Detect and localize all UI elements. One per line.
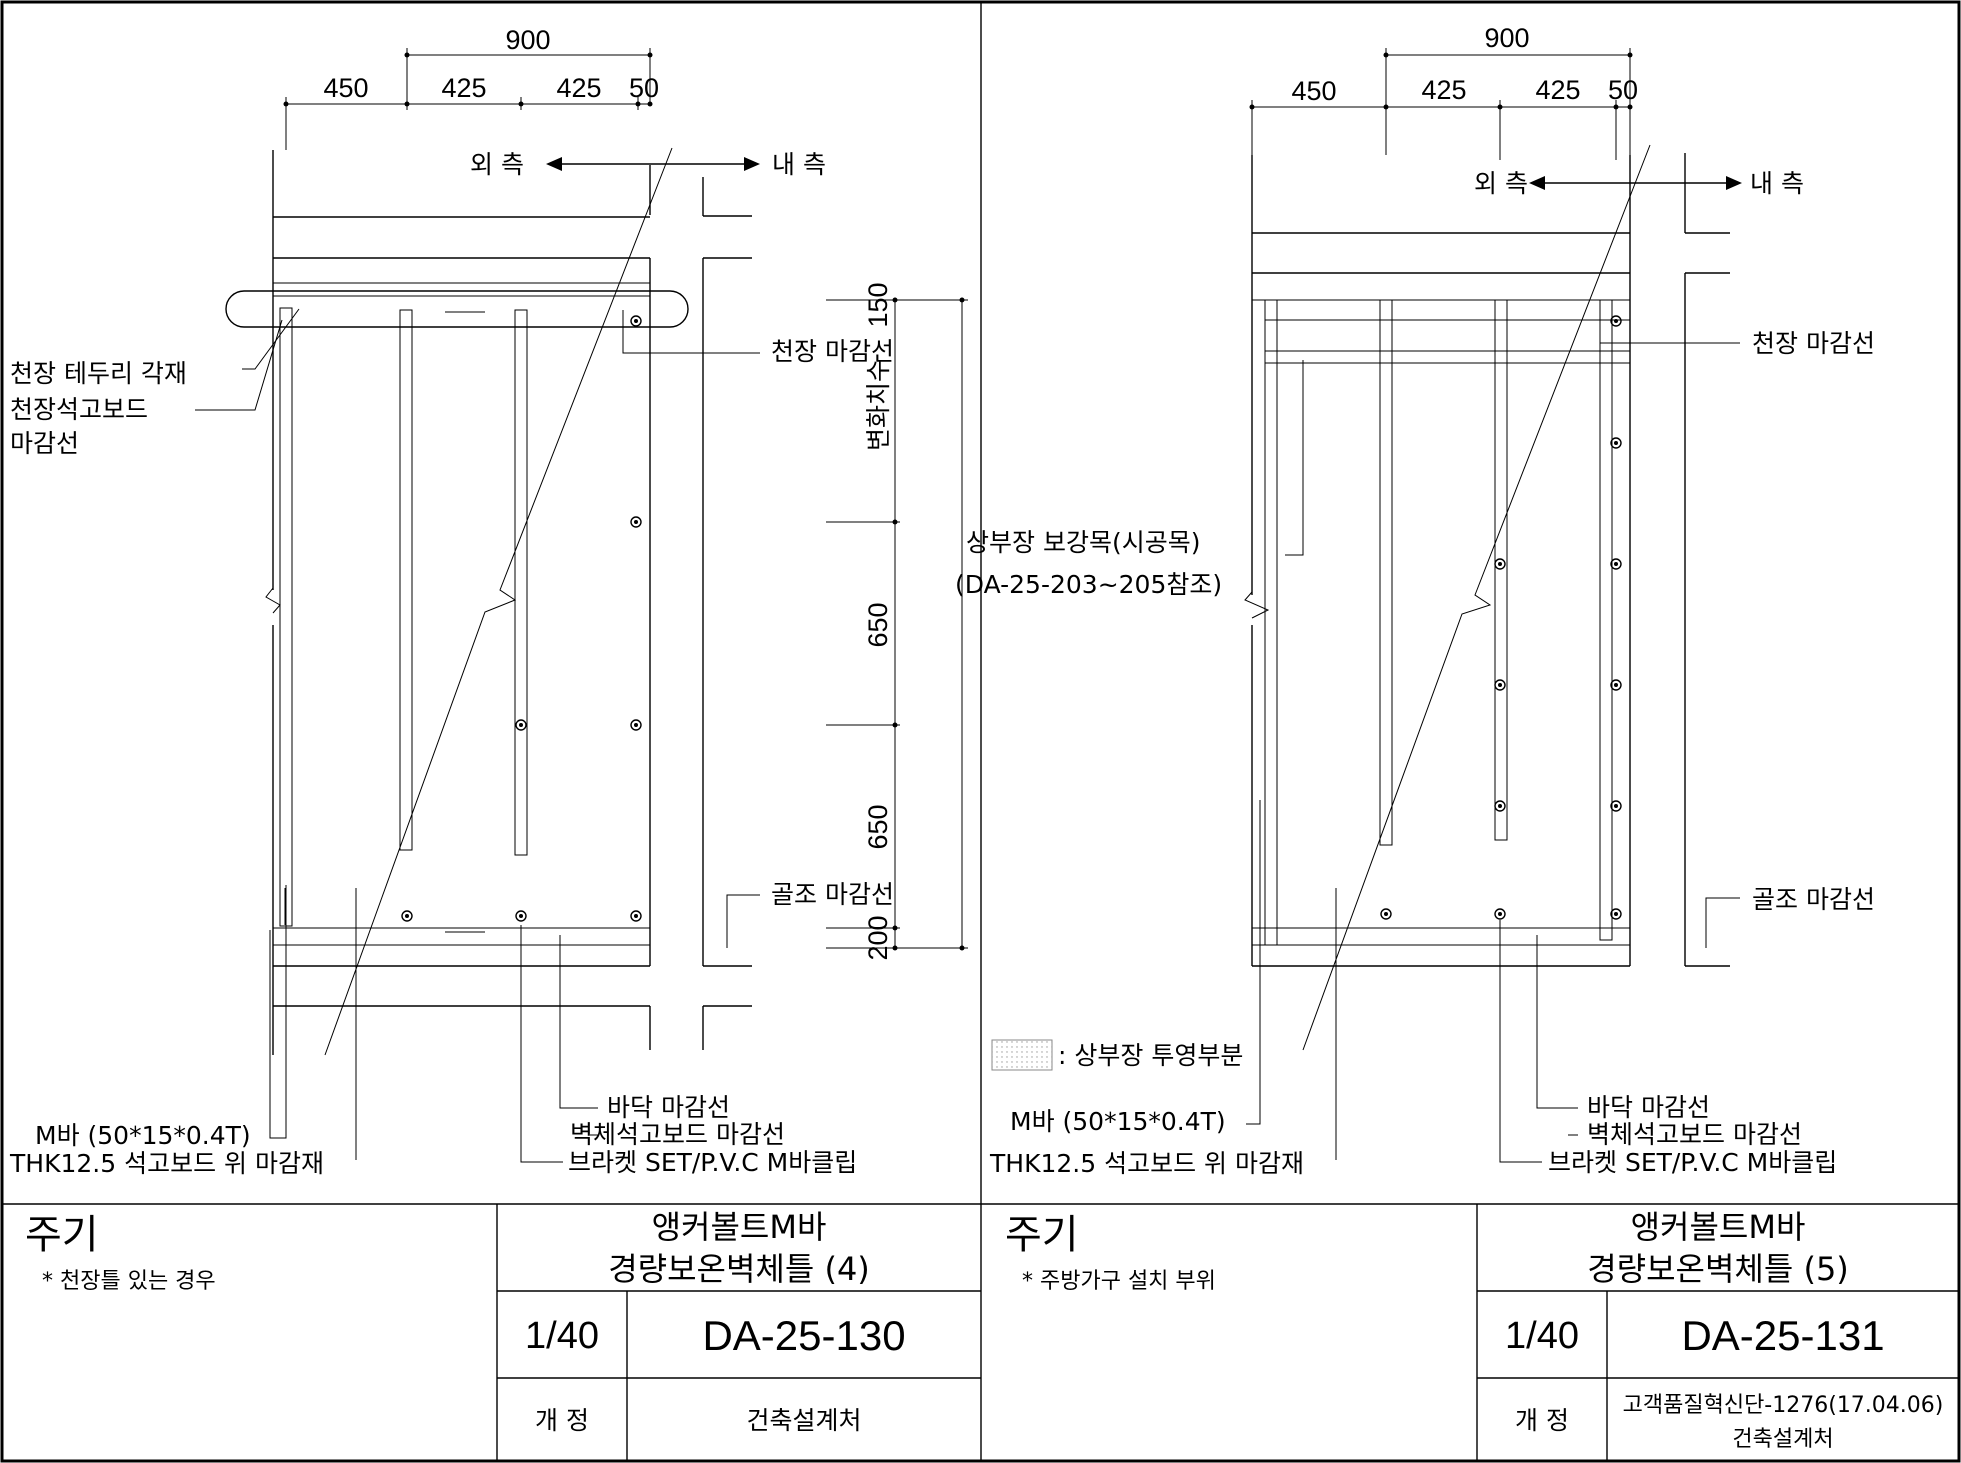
revision-value: 건축설계처 [746, 1406, 861, 1435]
dim-50: 50 [629, 73, 659, 103]
arrow-left-icon [1529, 176, 1545, 190]
drawing-title-line1: 앵커볼트M바 [652, 1208, 827, 1246]
scale-value: 1/40 [525, 1315, 599, 1357]
arrow-left-icon [546, 157, 562, 171]
wall-structure [225, 147, 752, 1056]
wall-structure [1244, 144, 1730, 1051]
label-outer: 외 측 [470, 150, 524, 179]
label-reinforce-2: (DA-25-203~205참조) [955, 570, 1222, 599]
label-bracket: 브라켓 SET/P.V.C M바클립 [568, 1148, 857, 1177]
revision-value-2: 건축설계처 [1732, 1427, 1833, 1452]
label-reinforce-1: 상부장 보강목(시공목) [966, 528, 1200, 557]
dim-425b: 425 [1535, 75, 1580, 105]
anchor-bolts [1380, 315, 1622, 920]
label-ceiling-finish: 천장 마감선 [771, 337, 894, 366]
dim-450: 450 [323, 73, 368, 103]
label-outer: 외 측 [1474, 169, 1528, 198]
top-dimensions: 900 450 425 425 50 [283, 25, 659, 150]
label-inner: 내 측 [1750, 169, 1804, 198]
note-text: * 주방가구 설치 부위 [1022, 1269, 1216, 1294]
dim-425a: 425 [441, 73, 486, 103]
label-skirting: 골조 마감선 [771, 880, 894, 909]
top-dimensions: 900 450 425 425 50 [1249, 23, 1638, 160]
label-floor: 바닥 마감선 [1587, 1093, 1710, 1122]
label-ceiling-finish: 천장 마감선 [1752, 329, 1875, 358]
revision-value: 고객품질혁신단-1276(17.04.06) [1623, 1393, 1944, 1418]
leader-labels: 천장 마감선 천장 테두리 각재 천장석고보드 마감선 골조 마감선 바닥 마감… [9, 308, 894, 1178]
side-dim-150: 150 [863, 282, 893, 327]
scale-value: 1/40 [1505, 1315, 1579, 1357]
label-inner: 내 측 [772, 150, 826, 179]
revision-label: 개 정 [535, 1406, 589, 1435]
label-bracket: 브라켓 SET/P.V.C M바클립 [1548, 1148, 1837, 1177]
dim-900: 900 [505, 25, 550, 55]
side-dim-200: 200 [863, 915, 893, 960]
drawing-title-line2: 경량보온벽체틀 (4) [608, 1250, 870, 1288]
label-floor: 바닥 마감선 [607, 1093, 730, 1122]
legend-text: : 상부장 투영부분 [1058, 1041, 1243, 1070]
note-title: 주기 [25, 1212, 99, 1258]
drawing-title-line2: 경량보온벽체틀 (5) [1587, 1250, 1849, 1288]
arrow-right-icon [744, 157, 760, 171]
note-text: * 천장틀 있는 경우 [42, 1269, 216, 1294]
note-title: 주기 [1005, 1212, 1079, 1258]
drawing-number: DA-25-131 [1681, 1312, 1884, 1359]
label-skirting: 골조 마감선 [1752, 885, 1875, 914]
dim-50: 50 [1608, 75, 1638, 105]
dim-425a: 425 [1421, 75, 1466, 105]
right-drawing: 900 450 425 425 50 외 측 내 측 [955, 23, 1875, 1178]
side-dim-650b: 650 [863, 804, 893, 849]
label-ceiling-edge: 천장 테두리 각재 [10, 359, 187, 388]
left-title-block: 주기 * 천장틀 있는 경우 앵커볼트M바 경량보온벽체틀 (4) 1/40 D… [25, 1204, 981, 1461]
legend-swatch [991, 1039, 1053, 1071]
dim-450: 450 [1291, 76, 1336, 106]
label-ceiling-board: 천장석고보드 [10, 395, 148, 424]
side-dim-650a: 650 [863, 602, 893, 647]
label-finish-line: 마감선 [10, 429, 79, 458]
drawing-number: DA-25-130 [702, 1312, 905, 1359]
side-dim-variable: 변화치수 [864, 359, 893, 451]
label-thk: THK12.5 석고보드 위 마감재 [9, 1149, 324, 1178]
label-mbar: M바 (50*15*0.4T) [1010, 1107, 1226, 1136]
ceiling-edge-outline [225, 290, 689, 328]
dim-900: 900 [1484, 23, 1529, 53]
label-thk: THK12.5 석고보드 위 마감재 [989, 1149, 1304, 1178]
dim-425b: 425 [556, 73, 601, 103]
label-wall-board: 벽체석고보드 마감선 [1587, 1120, 1802, 1149]
label-wall-board: 벽체석고보드 마감선 [570, 1120, 785, 1149]
leader-labels: 천장 마감선 상부장 보강목(시공목) (DA-25-203~205참조) 골조… [955, 315, 1875, 1178]
arrow-right-icon [1726, 176, 1742, 190]
direction-arrow: 외 측 내 측 [1474, 169, 1804, 198]
label-mbar: M바 (50*15*0.4T) [35, 1121, 251, 1150]
direction-arrow: 외 측 내 측 [470, 150, 826, 179]
anchor-bolts [401, 315, 642, 922]
drawing-title-line1: 앵커볼트M바 [1631, 1208, 1806, 1246]
revision-label: 개 정 [1515, 1406, 1569, 1435]
left-drawing: 900 450 425 425 50 외 측 내 측 [9, 25, 968, 1178]
side-dimensions: 150 변화치수 650 650 200 [826, 282, 968, 961]
right-title-block: 주기 * 주방가구 설치 부위 앵커볼트M바 경량보온벽체틀 (5) 1/40 … [1005, 1204, 1959, 1461]
